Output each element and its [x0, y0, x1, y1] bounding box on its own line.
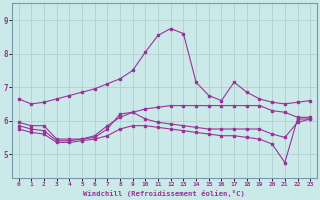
X-axis label: Windchill (Refroidissement éolien,°C): Windchill (Refroidissement éolien,°C): [84, 190, 245, 197]
